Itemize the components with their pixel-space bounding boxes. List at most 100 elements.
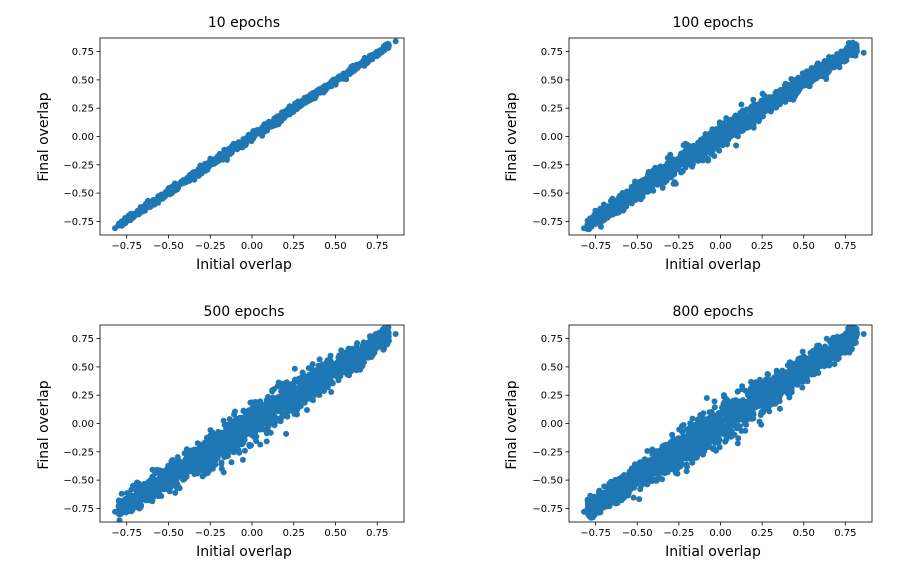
- scatter-point: [392, 38, 399, 45]
- scatter-point: [777, 87, 784, 94]
- scatter-point: [728, 127, 735, 134]
- scatter-point: [600, 201, 607, 208]
- scatter-point: [364, 349, 371, 356]
- y-tick-label: 0.25: [72, 104, 94, 115]
- scatter-point: [309, 366, 316, 373]
- y-axis-label: Final overlap: [504, 380, 520, 469]
- scatter-point: [843, 52, 850, 59]
- scatter-point: [197, 452, 204, 459]
- scatter-point: [683, 156, 689, 162]
- y-tick-label: 0.75: [541, 47, 563, 58]
- scatter-point: [196, 441, 203, 448]
- scatter-point: [609, 195, 616, 202]
- scatter-point: [336, 372, 343, 378]
- scatter-point: [298, 376, 305, 383]
- scatter-point: [822, 73, 829, 80]
- y-tick-label: 0.00: [541, 132, 563, 143]
- scatter-point: [787, 96, 794, 103]
- scatter-point: [327, 352, 334, 359]
- scatter-point: [138, 502, 145, 509]
- scatter-point: [221, 435, 228, 442]
- plot-area: −0.75 −0.50 −0.25 0.00 0.25 0.50 0.75−0.75−0.5…: [63, 324, 405, 539]
- scatter-point: [816, 67, 823, 74]
- scatter-point: [813, 75, 820, 82]
- scatter-point: [349, 358, 356, 365]
- scatter-point: [184, 468, 191, 475]
- scatter-point: [614, 209, 621, 216]
- scatter-point: [359, 60, 366, 67]
- x-tick-label: −0.75: [111, 241, 142, 252]
- scatter-point: [700, 141, 707, 148]
- scatter-point: [249, 420, 255, 427]
- scatter-point: [327, 82, 334, 89]
- scatter-point: [615, 201, 622, 208]
- scatter-point: [268, 412, 275, 419]
- scatter-point: [382, 41, 389, 48]
- scatter-point: [205, 468, 212, 475]
- scatter-point: [673, 157, 680, 164]
- scatter-point: [738, 101, 745, 108]
- scatter-point: [246, 443, 253, 450]
- x-axis-label: Initial overlap: [196, 544, 292, 560]
- scatter-points: [112, 38, 399, 232]
- scatter-point: [125, 504, 132, 511]
- scatter-point: [367, 335, 374, 342]
- scatter-point: [112, 508, 119, 515]
- scatter-point: [722, 133, 729, 140]
- scatter-point: [278, 403, 285, 409]
- scatter-point: [699, 157, 706, 164]
- scatter-point: [748, 107, 755, 113]
- scatter-point: [705, 157, 711, 164]
- scatter-point: [380, 325, 387, 332]
- scatter-point: [340, 352, 347, 359]
- scatter-point: [232, 408, 238, 415]
- scatter-point: [206, 161, 213, 167]
- y-tick-label: 0.00: [72, 132, 94, 143]
- subplot-title: 100 epochs: [672, 15, 753, 31]
- scatter-point: [376, 329, 383, 336]
- x-tick-label: −0.75: [111, 528, 142, 539]
- y-tick-label: 0.50: [72, 362, 94, 373]
- y-tick-label: 0.25: [72, 391, 94, 402]
- scatter-point: [205, 462, 212, 468]
- y-tick-label: 0.50: [541, 75, 563, 86]
- scatter-point: [646, 187, 653, 194]
- scatter-point: [686, 143, 693, 150]
- scatter-point: [634, 190, 641, 197]
- scatter-point: [195, 168, 202, 175]
- scatter-point: [717, 133, 724, 140]
- scatter-point: [269, 394, 276, 401]
- scatter-point: [151, 481, 158, 488]
- scatter-point: [174, 481, 181, 488]
- scatter-point: [184, 461, 191, 468]
- scatter-point: [761, 92, 768, 99]
- scatter-point: [112, 225, 119, 232]
- scatter-point: [727, 116, 734, 123]
- y-tick-label: −0.50: [532, 189, 563, 200]
- scatter-point: [139, 208, 146, 215]
- scatter-point: [658, 167, 665, 174]
- scatter-points: [580, 325, 867, 521]
- scatter-point: [300, 385, 307, 392]
- scatter-point: [631, 181, 638, 188]
- scatter-point: [139, 203, 146, 210]
- x-tick-label: −0.25: [195, 241, 226, 252]
- scatter-point: [126, 493, 133, 500]
- y-tick-label: −0.50: [63, 476, 94, 487]
- scatter-point: [318, 85, 325, 92]
- scatter-point: [118, 490, 125, 497]
- scatter-point: [662, 171, 669, 178]
- scatter-point: [794, 85, 801, 92]
- scatter-point: [739, 107, 746, 114]
- scatter-point: [303, 97, 310, 104]
- x-tick-label: 0.50: [324, 241, 346, 252]
- scatter-point: [316, 392, 323, 398]
- subplot-100-epochs: 100 epochs Initial overlap Final overlap…: [504, 15, 873, 273]
- scatter-point: [280, 383, 286, 390]
- x-tick-label: −0.50: [622, 241, 653, 252]
- y-axis-label: Final overlap: [504, 92, 520, 181]
- scatter-point: [324, 378, 331, 385]
- scatter-point: [767, 102, 774, 109]
- x-tick-label: −0.50: [153, 241, 184, 252]
- scatter-point: [212, 438, 219, 444]
